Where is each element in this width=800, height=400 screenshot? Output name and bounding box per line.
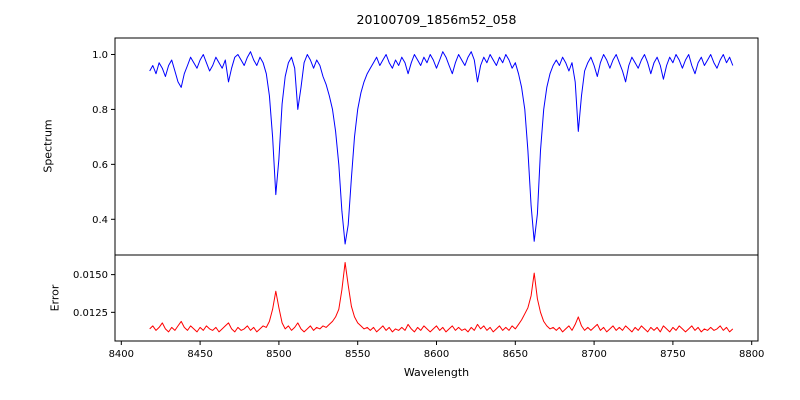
x-tick-label: 8600	[424, 349, 449, 360]
spectrum-line	[149, 51, 734, 245]
spectrum-y-tick-label: 1.0	[92, 50, 108, 61]
spectrum-y-tick-label: 0.4	[92, 215, 108, 226]
error-line	[149, 262, 734, 333]
x-tick-label: 8400	[109, 349, 134, 360]
x-tick-label: 8800	[739, 349, 764, 360]
spectrum-y-tick-label: 0.8	[92, 105, 108, 116]
x-axis-label: Wavelength	[403, 366, 470, 379]
x-tick-label: 8650	[503, 349, 528, 360]
x-tick-label: 8750	[660, 349, 685, 360]
x-tick-label: 8550	[345, 349, 370, 360]
chart-title: 20100709_1856m52_058	[356, 12, 517, 27]
error-axes-box	[114, 254, 759, 342]
spectrum-y-tick-label: 0.6	[92, 160, 108, 171]
x-tick-label: 8450	[187, 349, 212, 360]
x-tick-label: 8700	[581, 349, 606, 360]
error-y-tick-label: 0.0125	[73, 308, 108, 319]
error-y-tick-label: 0.0150	[73, 270, 108, 281]
x-tick-label: 8500	[266, 349, 291, 360]
